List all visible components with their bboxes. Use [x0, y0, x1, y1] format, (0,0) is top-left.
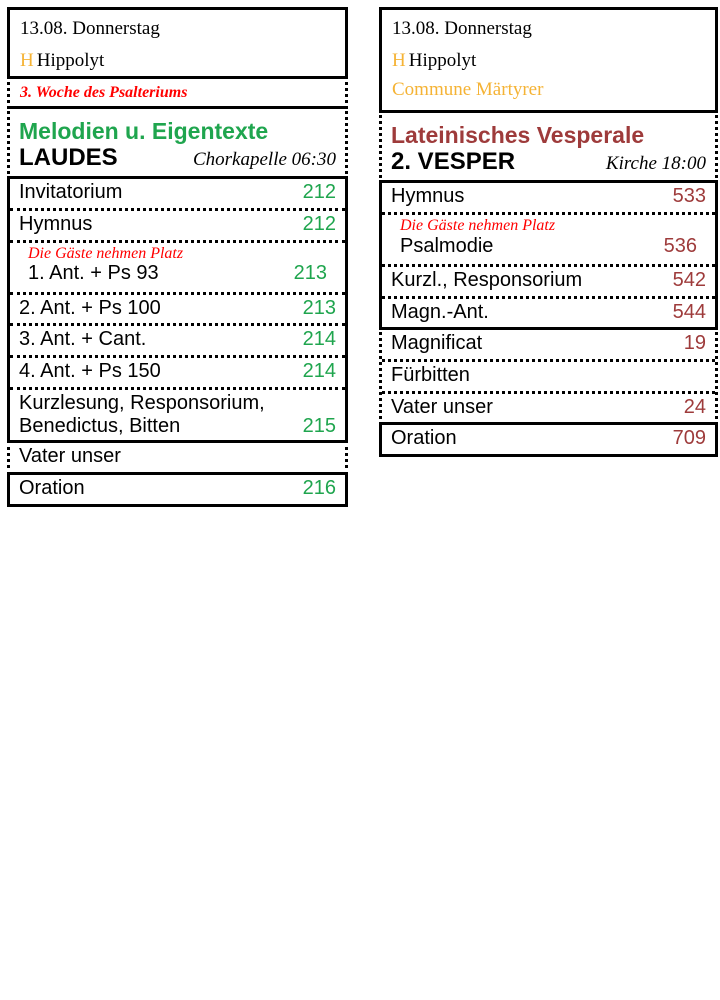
row-page-number: 212	[302, 212, 336, 235]
table-row: 4. Ant. + Ps 150 214	[10, 354, 345, 387]
table-row: Hymnus 533	[382, 183, 715, 212]
row-main-line: Psalmodie 536	[400, 235, 697, 259]
title-box: Lateinisches Vesperale 2. VESPER Kirche 18…	[379, 110, 718, 184]
row-label: 1. Ant. + Ps 93	[28, 262, 159, 285]
row-page-number: 544	[672, 300, 706, 323]
item-group: Oration 709	[379, 422, 718, 457]
title-content: Melodien u. Eigentexte LAUDES Chorkapelle …	[10, 109, 345, 176]
hour-name: LAUDES	[19, 144, 118, 172]
book-title: Lateinisches Vesperale	[391, 122, 645, 148]
row-label-second-line: Benedictus, Bitten 215	[19, 415, 336, 439]
hour-place-time: Chorkapelle 06:30	[192, 149, 336, 171]
commune-line: Commune Märtyrer	[392, 79, 544, 100]
item-group: Hymnus 533 Die Gäste nehmen Platz Psalmodie…	[379, 180, 718, 331]
table-row: Oration 216	[10, 475, 345, 504]
table-row: Vater unser 24	[382, 390, 715, 423]
date-line: 13.08. Donnerstag	[392, 18, 532, 39]
row-page-number: 214	[302, 328, 336, 351]
row-page-number: 709	[672, 427, 706, 450]
item-group: Magnificat 19 Fürbitten Vater unser 24	[379, 327, 718, 426]
row-label: 2. Ant. + Ps 100	[19, 296, 161, 319]
table-row: Kurzl., Responsorium 542	[382, 264, 715, 296]
saint-line: H Hippolyt	[10, 44, 345, 76]
row-content: Die Gäste nehmen Platz Psalmodie 536	[391, 215, 706, 261]
row-page-number: 213	[302, 296, 336, 319]
item-group: Vater unser	[7, 440, 348, 475]
item-group: Invitatorium 212 Hymnus 212 Die Gäste nehmen…	[7, 176, 348, 444]
table-row: Die Gäste nehmen Platz 1. Ant. + Ps 93 213	[10, 239, 345, 292]
panel-laudes: 13.08. Donnerstag H Hippolyt 3. Woche des P…	[7, 7, 348, 507]
row-page-number: 542	[672, 269, 706, 292]
table-row: Fürbitten	[382, 358, 715, 391]
table-row: 2. Ant. + Ps 100 213	[10, 291, 345, 324]
row-page-number: 212	[302, 181, 336, 204]
rubric-text: Die Gäste nehmen Platz	[28, 244, 184, 262]
row-label: Magn.-Ant.	[391, 300, 489, 323]
header-box: 13.08. Donnerstag H Hippolyt	[7, 7, 348, 79]
table-row: Vater unser	[10, 443, 345, 472]
psalter-week-box: 3. Woche des Psalteriums	[7, 76, 348, 109]
table-row: 3. Ant. + Cant. 214	[10, 323, 345, 355]
book-title: Melodien u. Eigentexte	[19, 118, 269, 144]
panel-vesper: 13.08. Donnerstag H Hippolyt Commune Märtyr…	[379, 7, 718, 457]
row-label: Hymnus	[391, 185, 465, 208]
hour-name: 2. VESPER	[391, 148, 516, 176]
row-label: 3. Ant. + Cant.	[19, 328, 147, 351]
title-box: Melodien u. Eigentexte LAUDES Chorkapelle …	[7, 106, 348, 180]
row-content: Die Gäste nehmen Platz 1. Ant. + Ps 93 213	[19, 243, 336, 289]
row-label: Vater unser	[19, 445, 121, 468]
row-label: Psalmodie	[400, 234, 494, 257]
rubric-text: Die Gäste nehmen Platz	[400, 216, 556, 234]
header-box: 13.08. Donnerstag H Hippolyt Commune Märtyr…	[379, 7, 718, 113]
row-label: Benedictus, Bitten	[19, 414, 181, 437]
row-page-number: 215	[302, 414, 336, 437]
row-label: Vater unser	[391, 395, 493, 418]
saint-line: H Hippolyt	[382, 44, 715, 76]
row-label: Oration	[391, 427, 457, 450]
table-row: Die Gäste nehmen Platz Psalmodie 536	[382, 211, 715, 264]
row-page-number: 19	[683, 332, 706, 355]
item-group: Oration 216	[7, 471, 348, 507]
row-label: Oration	[19, 476, 85, 499]
table-row: Oration 709	[382, 425, 715, 454]
row-label: Kurzl., Responsorium	[391, 269, 583, 292]
row-label: Fürbitten	[391, 363, 470, 386]
table-row: Kurzlesung, Responsorium, Benedictus, Bit…	[10, 386, 345, 441]
title-content: Lateinisches Vesperale 2. VESPER Kirche 18…	[382, 113, 715, 180]
hour-row: LAUDES Chorkapelle 06:30	[19, 144, 336, 172]
row-label: Hymnus	[19, 212, 93, 235]
row-label: 4. Ant. + Ps 150	[19, 359, 161, 382]
hour-place-time: Kirche 18:00	[605, 153, 706, 175]
row-page-number: 214	[302, 359, 336, 382]
date-line: 13.08. Donnerstag	[20, 18, 160, 39]
row-main-line: 1. Ant. + Ps 93 213	[28, 262, 327, 286]
row-label: Invitatorium	[19, 181, 123, 204]
table-row: Magn.-Ant. 544	[382, 295, 715, 328]
row-label: Magnificat	[391, 332, 483, 355]
row-label: Kurzlesung, Responsorium,	[19, 391, 265, 414]
saint-name: Hippolyt	[408, 50, 477, 71]
table-row: Invitatorium 212	[10, 179, 345, 208]
hour-row: 2. VESPER Kirche 18:00	[391, 148, 706, 176]
table-row: Magnificat 19	[382, 330, 715, 359]
table-row: Hymnus 212	[10, 207, 345, 240]
saint-name: Hippolyt	[36, 50, 105, 71]
row-page-number: 213	[293, 262, 327, 285]
row-page-number: 24	[683, 395, 706, 418]
row-page-number: 533	[672, 185, 706, 208]
psalter-week-text: 3. Woche des Psalteriums	[20, 84, 188, 101]
rank-marker: H	[392, 50, 406, 71]
row-page-number: 216	[302, 476, 336, 499]
rank-marker: H	[20, 50, 34, 71]
row-page-number: 536	[663, 234, 697, 257]
